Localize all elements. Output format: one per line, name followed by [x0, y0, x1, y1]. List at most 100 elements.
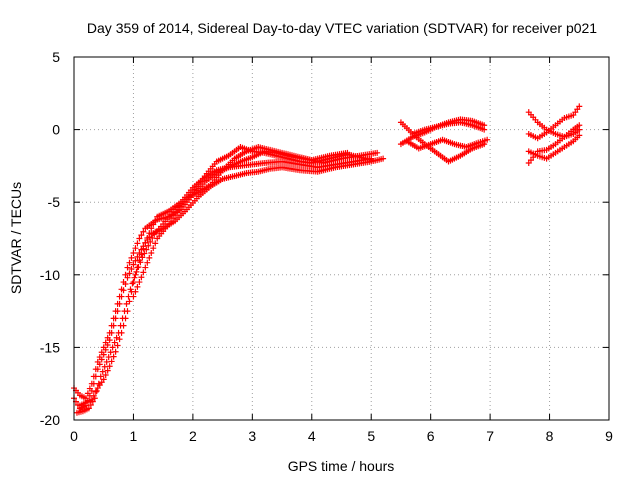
data-point [148, 225, 155, 232]
data-point [93, 387, 100, 394]
y-tick-label: 0 [52, 122, 60, 138]
data-point [130, 261, 137, 268]
plot-frame [73, 56, 610, 421]
data-point [106, 363, 113, 370]
data-point [100, 344, 107, 351]
data-point [118, 286, 125, 293]
data-point [141, 250, 148, 257]
data-point [576, 122, 583, 129]
data-point [94, 358, 101, 365]
data-point [120, 322, 127, 329]
data-point [92, 366, 99, 373]
data-point [98, 349, 105, 356]
data-point [150, 221, 157, 228]
data-series-track-8 [403, 136, 491, 152]
data-point [110, 353, 117, 360]
data-point [146, 254, 153, 261]
data-point [136, 279, 143, 286]
data-point [146, 230, 153, 237]
data-point [138, 251, 145, 258]
data-point [124, 264, 131, 271]
x-tick-label: 5 [367, 428, 375, 444]
data-point [118, 329, 125, 336]
data-point [380, 155, 387, 162]
data-point [97, 373, 104, 380]
data-point [148, 250, 155, 257]
x-tick-label: 3 [248, 428, 256, 444]
data-point [132, 245, 139, 252]
data-point [142, 239, 149, 246]
y-axis-title: SDTVAR / TECUs [8, 182, 24, 294]
data-point [124, 308, 131, 315]
data-point [133, 268, 140, 275]
axis-ticks: 0 1 2 3 4 5 6 7 8 9 -20 -15 -10 -5 0 5 [40, 49, 613, 444]
data-point [99, 368, 106, 375]
data-point [108, 322, 115, 329]
data-point [368, 157, 375, 164]
data-point [88, 396, 95, 403]
data-point [136, 257, 143, 264]
data-series-track-9 [409, 119, 488, 137]
data-point [87, 401, 94, 408]
data-point [112, 308, 119, 315]
data-point [145, 242, 152, 249]
data-point [130, 293, 137, 300]
x-axis-title: GPS time / hours [288, 458, 395, 474]
x-tick-label: 0 [70, 428, 78, 444]
data-point [122, 315, 129, 322]
data-point [152, 217, 159, 224]
y-tick-label: -15 [40, 339, 60, 355]
data-point [484, 136, 491, 143]
data-point [132, 288, 139, 295]
data-point [136, 235, 143, 242]
x-tick-label: 4 [308, 428, 316, 444]
data-point [132, 271, 139, 278]
data-point [144, 235, 151, 242]
y-tick-label: -5 [48, 194, 61, 210]
data-point [131, 274, 138, 281]
data-point [130, 250, 137, 257]
data-point [120, 279, 127, 286]
x-tick-label: 9 [605, 428, 613, 444]
data-point [128, 265, 135, 272]
data-point [134, 283, 141, 290]
y-tick-label: -10 [40, 267, 60, 283]
chart-title: Day 359 of 2014, Sidereal Day-to-day VTE… [87, 20, 597, 36]
data-point [144, 259, 151, 266]
data-point [84, 390, 91, 397]
data-series-track-12 [525, 103, 583, 142]
data-point [126, 259, 133, 266]
data-series-track-5 [130, 144, 375, 300]
x-tick-label: 8 [546, 428, 554, 444]
data-point [140, 269, 147, 276]
data-point [90, 392, 97, 399]
data-point [150, 245, 157, 252]
data-point [134, 240, 141, 247]
data-point [142, 264, 149, 271]
data-point [109, 344, 116, 351]
data-point [114, 300, 121, 307]
data-point [138, 232, 145, 239]
data-point [88, 380, 95, 387]
x-tick-label: 7 [486, 428, 494, 444]
data-point [128, 254, 135, 261]
data-point [481, 126, 488, 133]
data-point [111, 339, 118, 346]
data-point [374, 149, 381, 156]
data-point [112, 348, 119, 355]
data-point [90, 373, 97, 380]
x-tick-label: 2 [189, 428, 197, 444]
x-tick-label: 6 [427, 428, 435, 444]
y-tick-label: 5 [52, 49, 60, 65]
data-point [134, 264, 141, 271]
data-point [152, 240, 159, 247]
data-point [116, 293, 123, 300]
grid [74, 57, 609, 420]
data-point [86, 385, 93, 392]
x-tick-label: 1 [130, 428, 138, 444]
data-point [126, 270, 133, 277]
data-point [104, 367, 111, 374]
data-point [140, 228, 147, 235]
